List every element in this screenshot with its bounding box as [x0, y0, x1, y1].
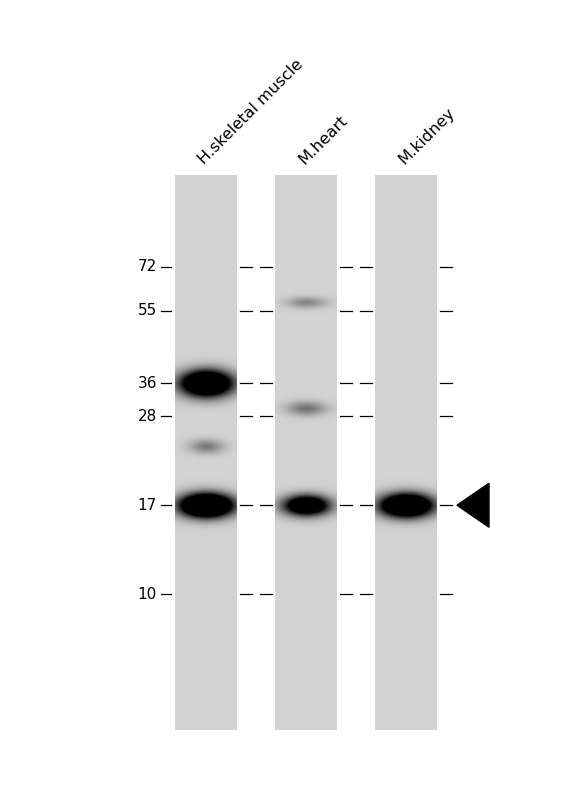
Text: 72: 72	[138, 259, 157, 274]
Text: 10: 10	[138, 586, 157, 602]
Text: M.kidney: M.kidney	[396, 105, 458, 167]
Text: 28: 28	[138, 409, 157, 424]
Text: 55: 55	[138, 303, 157, 318]
Text: 36: 36	[137, 376, 157, 390]
Polygon shape	[457, 483, 489, 527]
Text: M.heart: M.heart	[295, 113, 350, 167]
Text: H.skeletal muscle: H.skeletal muscle	[195, 57, 306, 167]
Text: 17: 17	[138, 498, 157, 513]
